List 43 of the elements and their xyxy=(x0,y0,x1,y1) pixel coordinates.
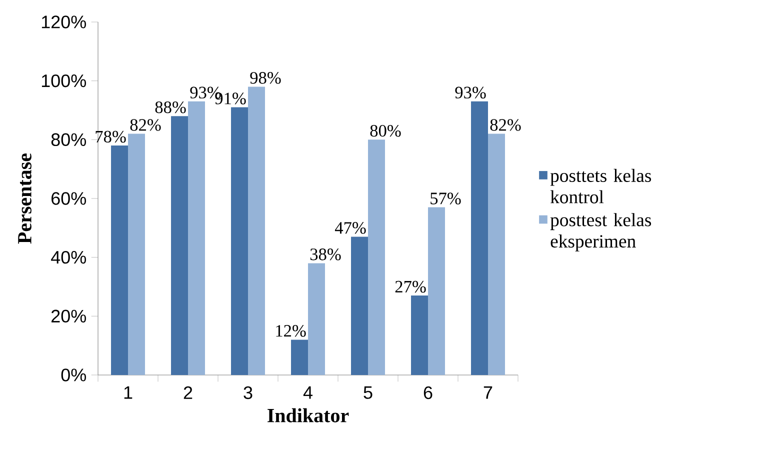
bar xyxy=(368,140,386,375)
bar xyxy=(411,296,428,375)
x-tick-label: 7 xyxy=(484,386,492,399)
bar xyxy=(111,146,128,375)
data-label: 27% xyxy=(395,280,426,293)
y-tick-label: 20% xyxy=(52,310,86,323)
data-label: 57% xyxy=(430,192,461,204)
y-tick-label: 80% xyxy=(51,133,86,146)
legend-label: posttest kelas eksperimen xyxy=(550,213,652,252)
bar xyxy=(231,107,248,375)
y-tick-label: 100% xyxy=(42,74,86,88)
bar xyxy=(248,86,266,375)
x-tick-label: 5 xyxy=(364,386,372,399)
data-label: 38% xyxy=(310,248,341,260)
bar xyxy=(291,340,308,375)
data-label: 12% xyxy=(276,325,306,337)
y-tick-label: 120% xyxy=(42,16,86,28)
data-label: 93% xyxy=(455,86,486,98)
bar xyxy=(128,134,146,375)
x-tick-label: 6 xyxy=(424,386,432,400)
x-tick-label: 2 xyxy=(184,386,192,399)
bar xyxy=(428,207,445,375)
data-label: 78% xyxy=(96,130,126,143)
y-tick-label: 0% xyxy=(61,368,86,382)
data-label: 47% xyxy=(334,222,366,234)
y-tick-label: 40% xyxy=(51,250,86,264)
x-tick-label: 4 xyxy=(303,386,312,399)
data-label: 98% xyxy=(250,72,281,84)
bar xyxy=(351,236,368,375)
bar xyxy=(308,263,326,375)
data-label: 88% xyxy=(155,101,186,114)
data-label: 82% xyxy=(490,119,521,131)
x-tick-label: 3 xyxy=(244,386,252,400)
data-label: 80% xyxy=(370,124,401,137)
bar xyxy=(471,101,488,375)
data-label: 82% xyxy=(130,119,161,131)
bar xyxy=(188,101,206,375)
y-axis-title: Persentase xyxy=(18,153,32,244)
y-tick-label: 60% xyxy=(52,192,86,205)
x-axis-title: Indikator xyxy=(268,408,349,422)
bar xyxy=(488,134,505,375)
bar xyxy=(171,116,188,375)
x-tick-label: 1 xyxy=(124,386,132,399)
